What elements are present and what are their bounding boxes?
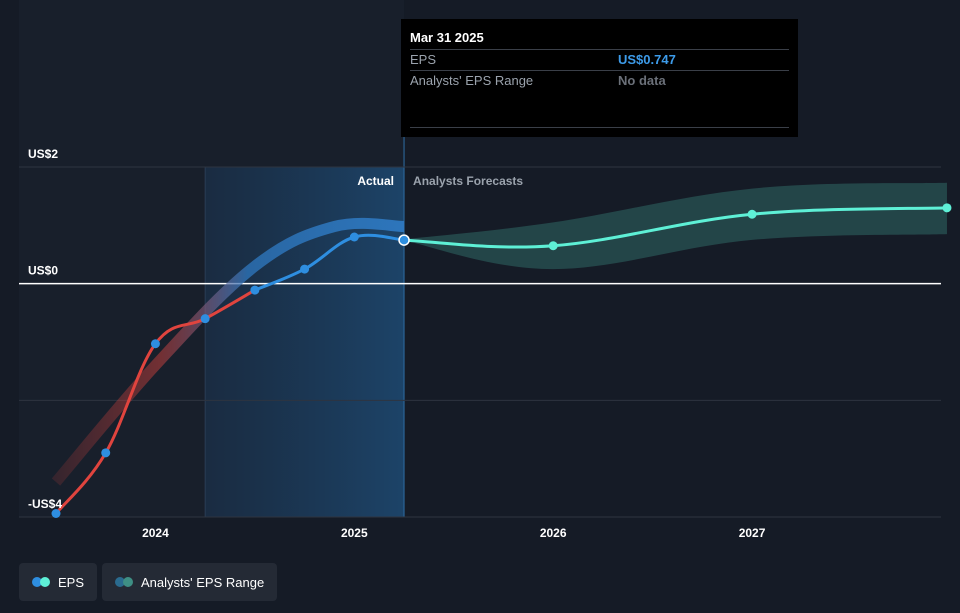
legend-range-icon: [115, 577, 134, 587]
legend-eps-label: EPS: [58, 574, 85, 590]
tooltip-divider: [410, 127, 789, 128]
legend-range-label: Analysts' EPS Range: [141, 574, 265, 590]
legend: EPS Analysts' EPS Range: [19, 563, 278, 601]
tooltip-range-label: Analysts' EPS Range: [410, 73, 534, 88]
eps-point: [250, 285, 260, 295]
y-tick-label: US$0: [28, 264, 58, 278]
tooltip-row-eps: EPS US$0.747: [410, 49, 789, 70]
x-tick-label: 2026: [540, 526, 567, 540]
legend-eps-icon: [32, 577, 51, 587]
eps-point: [51, 509, 61, 518]
tooltip-eps-label: EPS: [410, 52, 437, 67]
eps-point: [200, 314, 210, 324]
x-tick-label: 2027: [739, 526, 766, 540]
analyst-trend-line: [51, 217, 405, 486]
tooltip-row-range: Analysts' EPS Range No data: [410, 70, 789, 91]
forecast-point: [548, 241, 558, 251]
tooltip-date: Mar 31 2025: [410, 30, 484, 45]
forecast-point: [747, 209, 757, 219]
y-tick-label: US$2: [28, 147, 58, 161]
eps-point-current: [398, 234, 410, 246]
tooltip-eps-value: US$0.747: [618, 52, 676, 67]
x-tick-label: 2024: [142, 526, 169, 540]
legend-item-eps[interactable]: EPS: [19, 563, 98, 601]
eps-point: [349, 232, 359, 242]
legend-item-eps-range[interactable]: Analysts' EPS Range: [102, 563, 278, 601]
eps-point: [150, 339, 160, 349]
x-tick-label: 2025: [341, 526, 368, 540]
tooltip: Mar 31 2025 EPS US$0.747 Analysts' EPS R…: [401, 19, 798, 137]
actual-label: Actual: [357, 174, 394, 188]
forecast-label: Analysts Forecasts: [413, 174, 523, 188]
eps-point: [101, 448, 111, 458]
eps-line-positive: [253, 233, 406, 292]
y-tick-label: -US$4: [28, 497, 62, 511]
forecast-point: [942, 203, 952, 213]
forecast-line: [402, 206, 949, 249]
eps-point: [300, 264, 310, 274]
eps-line-negative: [54, 288, 257, 515]
tooltip-range-value: No data: [618, 73, 666, 88]
